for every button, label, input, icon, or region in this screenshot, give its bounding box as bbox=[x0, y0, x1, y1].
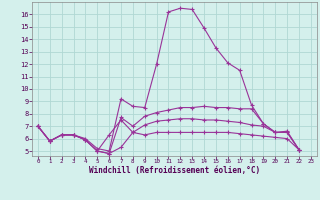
X-axis label: Windchill (Refroidissement éolien,°C): Windchill (Refroidissement éolien,°C) bbox=[89, 166, 260, 175]
